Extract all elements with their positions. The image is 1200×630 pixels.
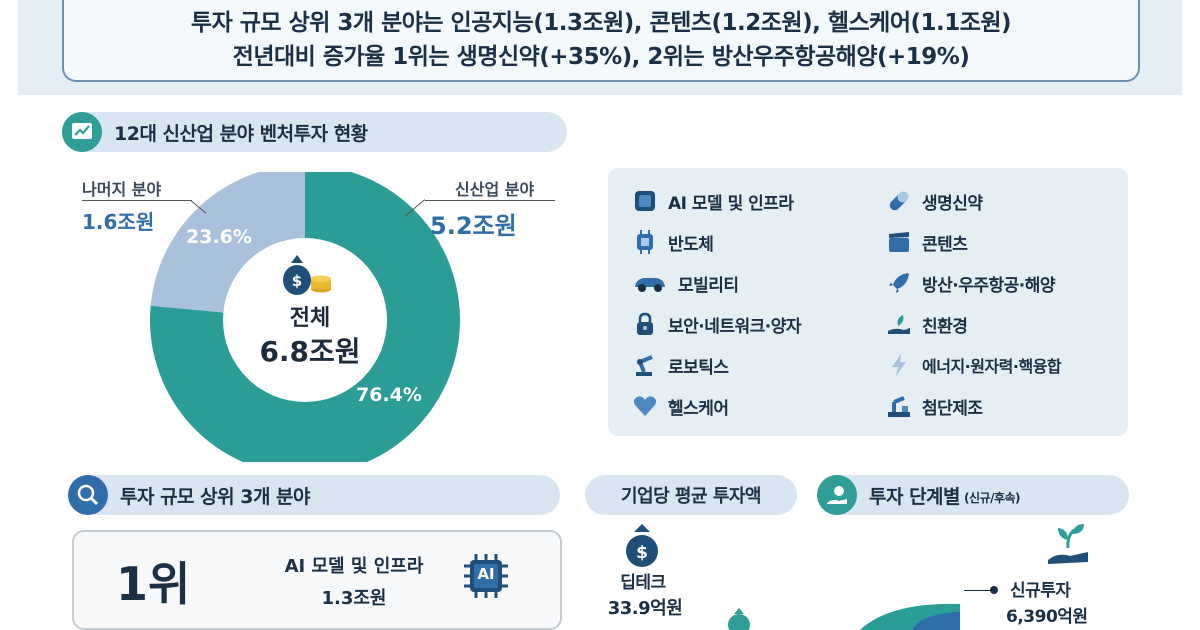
section-subtitle: (신규/후속) [964,490,1021,505]
legend-item-eco: 친환경 [886,311,968,337]
legend-label: 보안·네트워크·양자 [668,316,802,337]
svg-text:$: $ [636,543,648,563]
legend-item-ai: AI 모델 및 인프라 [632,188,794,214]
donut-center-value: 6.8조원 [259,335,361,368]
legend-label: 로보틱스 [668,357,729,378]
donut-chart [150,172,460,462]
section-header-avg-investment: 기업당 평균 투자액 [585,475,797,515]
lock-icon [637,312,653,335]
stage-leader-line [964,590,994,591]
section-title: 12대 신산업 분야 벤처투자 현황 [114,122,368,145]
heart-icon [633,396,657,416]
legend-label: 콘텐츠 [922,234,968,255]
summary-box: 투자 규모 상위 3개 분야는 인공지능(1.3조원), 콘텐츠(1.2조원),… [62,0,1140,82]
rank-field: AI 모델 및 인프라 [284,556,424,577]
clapperboard-icon [889,232,909,252]
seedling-hand-icon [1048,524,1088,564]
avg-value: 33.9억원 [607,598,683,619]
section-header-stage: 투자 단계별 (신규/후속) [817,475,1129,515]
chip-icon [637,230,653,254]
other-value: 1.6조원 [82,210,155,234]
rank-number: 1위 [116,557,191,611]
new-industry-label: 신산업 분야 [455,180,535,199]
legend-item-content: 콘텐츠 [886,229,968,255]
stage-value: 6,390억원 [1006,607,1088,627]
legend-item-security: 보안·네트워크·양자 [632,311,802,337]
avg-label: 딥테크 [620,573,666,593]
leader-line-other [82,200,192,201]
lightning-icon [892,354,906,376]
money-bag-icon: $ [283,255,331,295]
eco-hand-icon [888,315,910,334]
legend-label: 첨단제조 [922,398,983,419]
legend-item-robotics: 로보틱스 [632,352,729,378]
section-title: 투자 단계별 [869,485,961,508]
section-header-investment-status: 12대 신산업 분야 벤처투자 현황 [62,112,567,152]
legend-item-biopharma: 생명신약 [886,188,983,214]
section-header-top3: 투자 규모 상위 3개 분야 [68,475,560,515]
summary-line-1: 투자 규모 상위 3개 분야는 인공지능(1.3조원), 콘텐츠(1.2조원),… [190,10,1012,36]
legend-label: 에너지·원자력·핵융합 [922,357,1062,376]
donut-center-title: 전체 [289,306,331,331]
svg-text:$: $ [292,272,302,290]
stage-label: 신규투자 [1010,581,1071,601]
leader-line-new [425,200,555,201]
ai-chip-text: AI [477,565,495,583]
section-title: 기업당 평균 투자액 [620,486,762,507]
legend-item-defense: 방산·우주항공·해양 [886,270,1056,296]
car-icon [635,278,665,292]
other-label: 나머지 분야 [82,180,162,199]
donut-slice-new-industry [150,172,460,462]
legend-label: 생명신약 [922,193,983,214]
chart-growth-icon [62,112,102,152]
factory-robot-icon [888,396,910,417]
hand-coin-icon [817,475,857,515]
legend-label: 헬스케어 [668,398,729,419]
stage-donut-partial [860,603,960,630]
legend-item-semiconductor: 반도체 [632,229,714,255]
ai-chip-icon: AI [462,552,510,600]
legend-item-energy: 에너지·원자력·핵융합 [886,352,1062,378]
pill-icon [889,191,909,211]
legend-label: 반도체 [668,234,714,255]
legend-item-healthcare: 헬스케어 [632,393,729,419]
rank-amount: 1.3조원 [321,588,387,609]
pct-label-new-industry: 76.4% [356,384,422,406]
cpu-icon [635,191,655,211]
legend-label: AI 모델 및 인프라 [668,193,794,214]
summary-line-2: 전년대비 증가율 1위는 생명신약(+35%), 2위는 방산우주항공해양(+1… [232,44,970,70]
money-bag-small-icon [728,608,750,630]
coin-search-icon [68,475,108,515]
stage-leader-dot [990,586,998,594]
new-industry-value: 5.2조원 [430,212,517,240]
money-bag-icon: $ [626,524,658,567]
legend-label: 모빌리티 [678,275,739,296]
section-title: 투자 규모 상위 3개 분야 [120,485,311,508]
legend-item-manufacturing: 첨단제조 [886,393,983,419]
legend-label: 방산·우주항공·해양 [922,275,1056,296]
industry-legend-panel: AI 모델 및 인프라 반도체 모빌리티 보안·네트워크·양자 로보틱스 헬스케… [608,168,1128,436]
robot-arm-icon [636,355,653,376]
legend-item-mobility: 모빌리티 [632,270,739,296]
rank-card: 1위 AI 모델 및 인프라 1.3조원 AI [72,530,562,630]
donut-hole [223,238,387,402]
rocket-icon [889,273,909,293]
legend-label: 친환경 [922,316,968,337]
pct-label-other: 23.6% [186,226,252,248]
